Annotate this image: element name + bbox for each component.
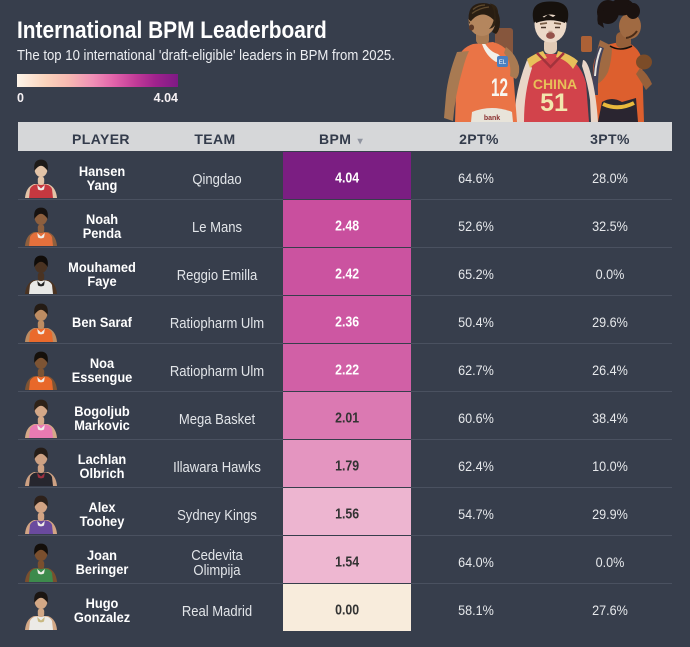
- svg-text:12: 12: [491, 74, 508, 102]
- svg-text:51: 51: [540, 89, 568, 117]
- svg-text:EL: EL: [499, 60, 507, 66]
- svg-text:CHINA: CHINA: [533, 76, 577, 92]
- svg-text:bank: bank: [484, 115, 500, 122]
